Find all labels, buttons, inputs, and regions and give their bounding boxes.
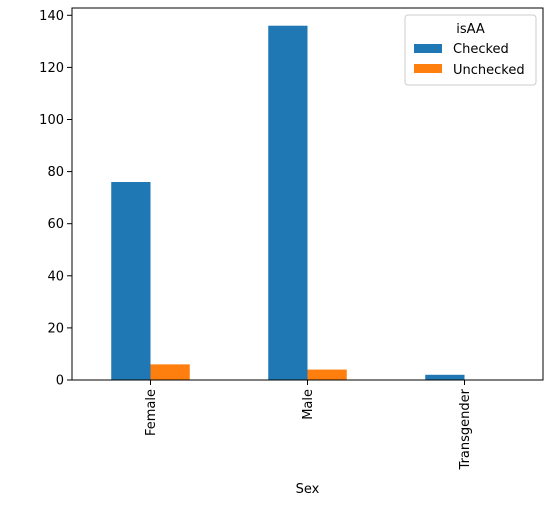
legend-swatch-unchecked — [414, 64, 442, 73]
legend-label-unchecked: Unchecked — [453, 63, 525, 78]
bar-checked-female — [111, 182, 151, 380]
x-axis: Female Male Transgender — [144, 380, 473, 470]
y-tick-label: 60 — [47, 217, 64, 232]
x-tick-label-female: Female — [144, 389, 159, 436]
y-axis: 0 20 40 60 80 100 120 140 — [39, 9, 72, 389]
legend: isAA Checked Unchecked — [404, 14, 537, 86]
x-tick-label-male: Male — [301, 389, 316, 420]
bar-checked-transgender — [425, 374, 465, 380]
y-tick-label: 0 — [56, 374, 64, 389]
y-tick-label: 120 — [39, 61, 64, 76]
x-tick-label-transgender: Transgender — [458, 388, 473, 470]
y-tick-label: 20 — [47, 321, 64, 336]
y-tick-label: 40 — [47, 269, 64, 284]
legend-title: isAA — [456, 22, 485, 37]
y-tick-label: 80 — [47, 165, 64, 180]
y-tick-label: 140 — [39, 9, 64, 24]
bars-layer — [111, 25, 465, 381]
bar-checked-male — [268, 25, 308, 381]
y-tick-label: 100 — [39, 113, 64, 128]
bar-unchecked-female — [150, 364, 190, 380]
legend-label-checked: Checked — [453, 42, 509, 57]
x-axis-label: Sex — [296, 482, 320, 497]
legend-swatch-checked — [414, 44, 442, 53]
bar-unchecked-male — [307, 369, 347, 380]
